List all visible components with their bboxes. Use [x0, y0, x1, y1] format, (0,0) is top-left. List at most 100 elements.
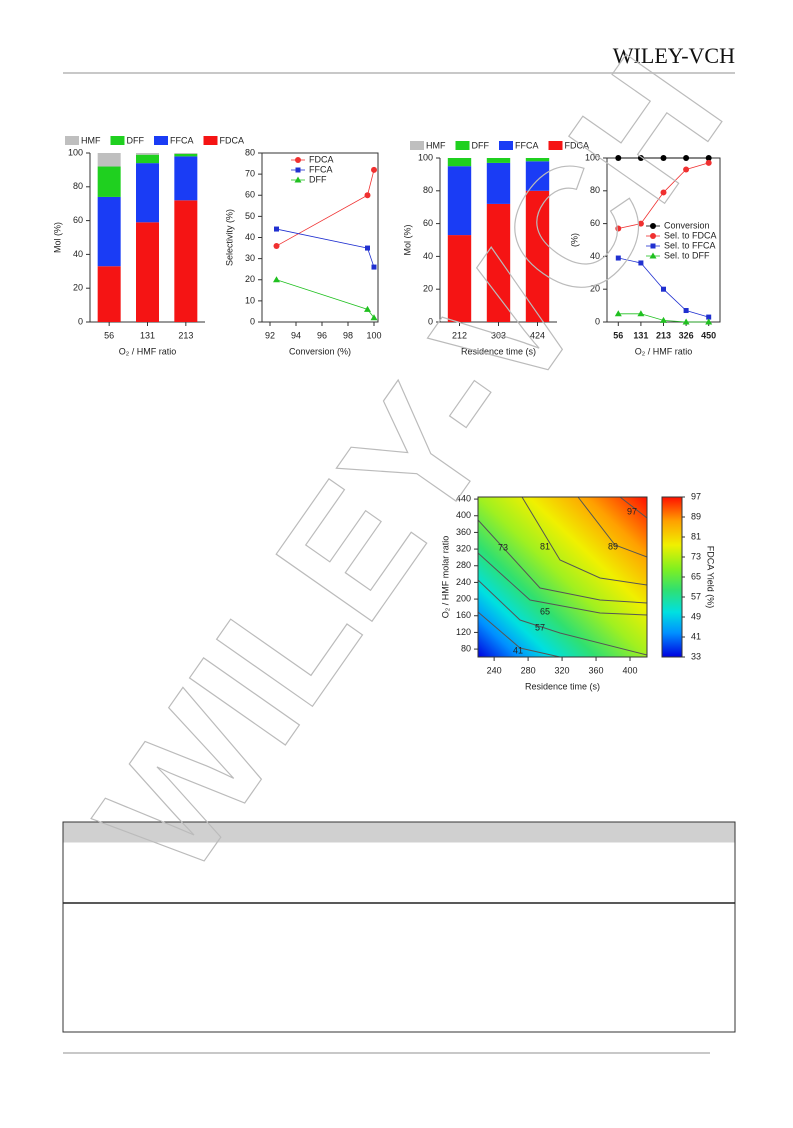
y-tick-label: 70 [245, 169, 255, 179]
y-axis-label: O₂ / HMF molar ratio [440, 536, 450, 619]
legend-swatch [455, 141, 470, 150]
y-axis-label: Selectivity (%) [224, 209, 234, 266]
legend-swatch [65, 136, 79, 145]
y-tick-label: 100 [418, 152, 433, 162]
marker [650, 243, 656, 249]
legend-label: DFF [127, 135, 145, 145]
y-tick-label: 40 [590, 251, 600, 261]
marker [364, 192, 371, 199]
marker [371, 264, 377, 270]
x-axis-label: Residence time (s) [525, 681, 600, 691]
bar-segment [447, 235, 472, 322]
y-tick-label: 100 [585, 152, 600, 162]
marker [637, 220, 644, 227]
marker [660, 189, 667, 196]
y-tick-label: 80 [73, 181, 83, 191]
legend-swatch [154, 136, 168, 145]
legend-label: FFCA [170, 135, 194, 145]
marker [650, 233, 656, 239]
x-tick-label: 56 [104, 330, 114, 340]
bar-segment [136, 222, 159, 322]
marker [649, 252, 657, 259]
x-tick-label: 56 [613, 330, 623, 340]
contour-label: 89 [608, 541, 618, 551]
contour-label: 65 [540, 606, 550, 616]
bar-segment [486, 158, 511, 163]
marker [683, 155, 690, 161]
y-tick-label: 80 [461, 643, 471, 653]
x-tick-label: 450 [701, 330, 716, 340]
x-axis-label: Residence time (s) [461, 346, 536, 356]
y-tick-label: 320 [456, 543, 471, 553]
y-tick-label: 440 [456, 493, 471, 503]
bar-segment [447, 166, 472, 236]
colorbar-tick-label: 33 [691, 651, 701, 661]
y-tick-label: 60 [73, 215, 83, 225]
legend-swatch [110, 136, 125, 145]
table-frame [62, 821, 736, 1033]
bar-segment [525, 190, 550, 322]
y-tick-label: 400 [456, 510, 471, 520]
y-tick-label: 60 [423, 218, 433, 228]
bar-segment [97, 166, 121, 197]
marker [294, 176, 302, 183]
x-tick-label: 94 [291, 330, 301, 340]
y-tick-label: 20 [423, 284, 433, 294]
contour-line [577, 496, 648, 558]
colorbar-tick-label: 57 [691, 591, 701, 601]
marker [705, 159, 712, 166]
marker [371, 166, 377, 173]
bar-segment [97, 266, 121, 322]
bar-segment [97, 196, 121, 267]
colorbar-tick-label: 97 [691, 491, 701, 501]
legend-label: Sel. to FDCA [664, 230, 717, 240]
marker [683, 166, 690, 173]
y-tick-label: 50 [245, 211, 255, 221]
legend-label: FDCA [309, 154, 334, 164]
marker [705, 318, 713, 325]
x-tick-label: 213 [656, 330, 671, 340]
table-header [63, 822, 735, 843]
legend-label: DFF [472, 140, 490, 150]
y-tick-label: 0 [428, 316, 433, 326]
series-line [276, 279, 375, 319]
bar-segment [447, 158, 472, 167]
contour-label: 73 [498, 542, 508, 552]
marker [705, 155, 712, 161]
marker [370, 314, 378, 321]
contour-label: 41 [513, 645, 523, 655]
colorbar-tick-label: 49 [691, 611, 701, 621]
y-tick-label: 20 [245, 274, 255, 284]
marker [683, 308, 689, 314]
bar-segment [136, 153, 159, 155]
contour-label: 57 [535, 622, 545, 632]
brand: WILEY-VCH [613, 43, 735, 68]
y-tick-label: 280 [456, 560, 471, 570]
series-line [276, 228, 375, 268]
legend-label: FFCA [515, 140, 539, 150]
x-axis-label: O₂ / HMF ratio [635, 346, 693, 356]
y-tick-label: 0 [78, 316, 83, 326]
y-tick-label: 30 [245, 253, 255, 263]
x-axis-label: Conversion (%) [289, 346, 351, 356]
marker [682, 318, 690, 325]
y-tick-label: 80 [590, 185, 600, 195]
marker [615, 155, 622, 161]
y-tick-label: 20 [73, 283, 83, 293]
bar-segment [174, 153, 198, 154]
y-tick-label: 360 [456, 527, 471, 537]
watermark: WILEY-VCH [61, 24, 758, 907]
contour-line [477, 552, 648, 616]
marker [660, 316, 667, 323]
x-tick-label: 212 [452, 330, 467, 340]
colorbar-label: FDCA Yield (%) [706, 546, 716, 609]
legend-label: Conversion [664, 220, 710, 230]
x-axis-label: O₂ / HMF ratio [119, 346, 177, 356]
legend-label: Sel. to FFCA [664, 240, 716, 250]
x-tick-label: 213 [178, 330, 193, 340]
bar-segment [136, 154, 159, 164]
marker [638, 260, 644, 266]
marker [637, 310, 645, 317]
